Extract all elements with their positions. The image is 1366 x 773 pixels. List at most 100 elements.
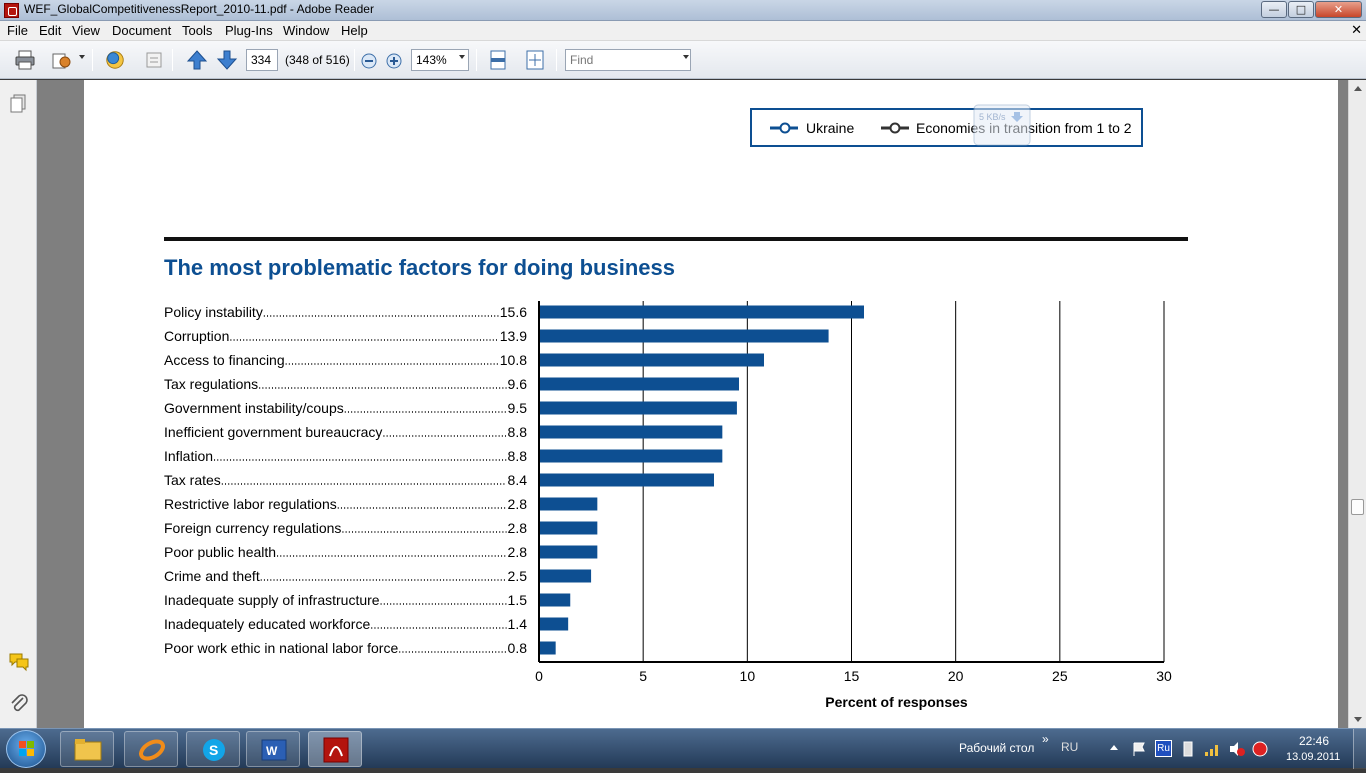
- desktop-toolbar-label[interactable]: Рабочий стол: [959, 741, 1035, 755]
- scroll-up-icon[interactable]: [1353, 84, 1363, 92]
- value-label: 15.6: [500, 304, 527, 320]
- action-center-flag-icon[interactable]: [1131, 741, 1147, 757]
- collaborate-dropdown-icon[interactable]: [79, 55, 85, 59]
- usb-device-icon[interactable]: [1180, 740, 1196, 758]
- vertical-scrollbar[interactable]: [1348, 80, 1366, 728]
- pdf-page: Ukraine Economies in transition from 1 t…: [84, 80, 1338, 728]
- pages-panel-icon[interactable]: [10, 94, 28, 114]
- scroll-down-icon[interactable]: [1353, 716, 1363, 724]
- chart-title: The most problematic factors for doing b…: [164, 255, 675, 280]
- download-speed-label: 5 KB/s: [979, 112, 1006, 122]
- value-label: 2.5: [508, 568, 528, 584]
- scrollbar-thumb[interactable]: [1351, 499, 1364, 515]
- menu-edit[interactable]: Edit: [39, 23, 62, 38]
- volume-muted-icon[interactable]: [1228, 741, 1246, 757]
- category-label: Policy instability: [164, 304, 263, 320]
- bar: [540, 473, 714, 487]
- bar: [540, 305, 864, 319]
- x-tick-label: 25: [1052, 668, 1068, 684]
- menu-window[interactable]: Window: [283, 23, 330, 38]
- show-desktop-button[interactable]: [1353, 729, 1366, 769]
- menu-bar: File Edit View Document Tools Plug-Ins W…: [0, 21, 1366, 41]
- x-tick-label: 0: [535, 668, 543, 684]
- legend-marker-transition: [889, 122, 901, 134]
- page-number-input[interactable]: 334: [246, 49, 278, 71]
- folder-icon: [74, 739, 102, 761]
- menu-document[interactable]: Document: [112, 23, 172, 38]
- x-tick-label: 30: [1156, 668, 1172, 684]
- show-hidden-icons-icon[interactable]: [1108, 742, 1120, 754]
- menu-file[interactable]: File: [7, 23, 28, 38]
- attachments-panel-icon[interactable]: [9, 692, 29, 716]
- taskbar-skype-button[interactable]: S: [186, 731, 240, 767]
- category-label: Inefficient government bureaucracy: [164, 424, 382, 440]
- document-viewport[interactable]: Ukraine Economies in transition from 1 t…: [37, 80, 1348, 728]
- value-label: 10.8: [500, 352, 527, 368]
- value-label: 1.5: [508, 592, 528, 608]
- value-label: 1.4: [508, 616, 528, 632]
- minimize-button[interactable]: —: [1261, 1, 1287, 18]
- toolbar-separator: [92, 49, 93, 71]
- bar: [540, 497, 598, 511]
- zoom-level-select[interactable]: 143%: [411, 49, 469, 71]
- x-tick-label: 5: [639, 668, 647, 684]
- find-dropdown-icon[interactable]: [683, 55, 689, 59]
- maximize-button[interactable]: □: [1288, 1, 1314, 18]
- next-page-icon[interactable]: [216, 49, 238, 71]
- navigation-panel: [0, 80, 37, 728]
- toolbar: 334 (348 of 516) 143% Find: [0, 41, 1366, 79]
- toolbar-separator: [354, 49, 355, 71]
- menu-help[interactable]: Help: [341, 23, 368, 38]
- print-icon[interactable]: [14, 49, 36, 71]
- x-tick-label: 20: [948, 668, 964, 684]
- taskbar-explorer-button[interactable]: [60, 731, 114, 767]
- collaborate-icon[interactable]: [50, 49, 72, 71]
- clock-date[interactable]: 13.09.2011: [1286, 751, 1341, 763]
- value-label: 9.5: [508, 400, 528, 416]
- review-comment-icon[interactable]: [143, 49, 165, 71]
- document-close-icon[interactable]: ✕: [1351, 22, 1362, 37]
- category-label: Access to financing: [164, 352, 285, 368]
- fit-width-icon[interactable]: [487, 49, 509, 71]
- legend-marker-ukraine: [779, 122, 791, 134]
- bar: [540, 401, 737, 415]
- network-signal-icon[interactable]: [1204, 741, 1222, 757]
- toolbar-chevron[interactable]: »: [1042, 732, 1049, 746]
- find-input[interactable]: Find: [565, 49, 691, 71]
- section-rule: [164, 237, 1188, 241]
- zoom-in-icon[interactable]: [385, 52, 403, 70]
- bar: [540, 521, 598, 535]
- start-button[interactable]: [6, 730, 46, 768]
- share-globe-icon[interactable]: [104, 49, 126, 71]
- bar: [540, 425, 723, 439]
- clock-time[interactable]: 22:46: [1299, 734, 1330, 748]
- menu-tools[interactable]: Tools: [182, 23, 213, 38]
- category-label: Corruption: [164, 328, 229, 344]
- legend-label-ukraine: Ukraine: [806, 120, 854, 136]
- category-label: Inadequate supply of infrastructure: [164, 592, 380, 608]
- previous-page-icon[interactable]: [186, 49, 208, 71]
- antivirus-icon[interactable]: [1252, 741, 1268, 757]
- menu-view[interactable]: View: [72, 23, 100, 38]
- chart-canvas: Ukraine Economies in transition from 1 t…: [164, 104, 1188, 710]
- comments-panel-icon[interactable]: [8, 652, 30, 672]
- close-button[interactable]: ✕: [1315, 1, 1362, 18]
- taskbar-adobe-reader-button[interactable]: [308, 731, 362, 767]
- menu-plugins[interactable]: Plug-Ins: [225, 23, 273, 38]
- fit-page-icon[interactable]: [524, 49, 546, 71]
- keyboard-layout-badge[interactable]: Ru: [1155, 740, 1172, 757]
- zoom-out-icon[interactable]: [360, 52, 378, 70]
- download-speed-overlay[interactable]: 5 KB/s: [973, 104, 1031, 146]
- adobe-reader-icon: [4, 3, 19, 18]
- x-axis-title: Percent of responses: [825, 694, 968, 710]
- zoom-dropdown-icon[interactable]: [459, 55, 465, 59]
- language-indicator[interactable]: RU: [1061, 740, 1079, 754]
- value-label: 2.8: [508, 496, 528, 512]
- taskbar-app-button[interactable]: [124, 731, 178, 767]
- taskbar-word-button[interactable]: W: [246, 731, 300, 767]
- chart-legend: Ukraine Economies in transition from 1 t…: [750, 108, 1143, 147]
- value-label: 2.8: [508, 520, 528, 536]
- download-arrow-icon: [1011, 112, 1023, 122]
- svg-text:W: W: [266, 744, 278, 758]
- category-label: Poor public health: [164, 544, 276, 560]
